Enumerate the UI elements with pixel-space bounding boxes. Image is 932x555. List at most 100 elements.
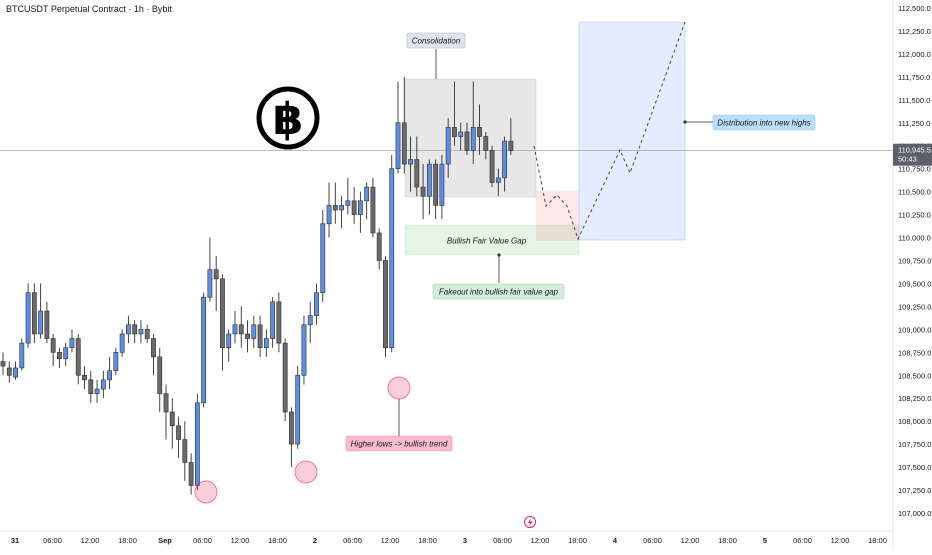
candle-18 [113, 352, 119, 371]
y-tick-label: 107,500.0 [898, 463, 931, 472]
distribution-pointer-dot [683, 120, 687, 124]
candle-54 [339, 205, 344, 211]
candle-50 [314, 292, 319, 316]
candle-15 [94, 388, 100, 394]
candle-48 [301, 324, 307, 376]
y-tick-label: 108,500.0 [898, 371, 931, 380]
distribution-label-bg [712, 114, 816, 131]
bitcoin-logo-ring [256, 86, 320, 150]
low-circle-2 [294, 460, 318, 484]
bitcoin-logo: ฿ [256, 86, 320, 150]
higher-lows-label-bg [345, 435, 453, 452]
candle-2 [13, 367, 18, 378]
candle-66 [414, 159, 420, 188]
y-tick-label: 112,500.0 [898, 4, 931, 13]
distribution-label: Distribution into new highs [717, 119, 810, 128]
x-tick-label: 06:00 [43, 536, 62, 545]
x-tick-label: 12:00 [231, 536, 250, 545]
y-tick-label: 109,750.0 [898, 257, 931, 266]
candle-40 [251, 324, 257, 339]
candle-61 [383, 260, 388, 349]
candle-1 [6, 367, 12, 376]
candle-55 [345, 200, 351, 206]
candle-12 [75, 338, 81, 376]
y-tick-label: 109,000.0 [898, 325, 931, 334]
candle-58 [364, 186, 370, 202]
x-tick-label: 12:00 [831, 536, 850, 545]
candle-62 [389, 168, 395, 349]
candle-80 [502, 140, 507, 179]
candle-25 [157, 356, 163, 394]
candle-11 [69, 338, 75, 349]
candle-16 [100, 379, 106, 390]
fakeout-zone-box [536, 191, 579, 241]
x-tick-label: 18:00 [418, 536, 437, 545]
candle-72 [452, 127, 457, 137]
candle-31 [194, 402, 200, 486]
y-tick-label: 108,750.0 [898, 348, 931, 357]
candle-49 [307, 315, 313, 326]
y-tick-label: 111,250.0 [898, 119, 930, 128]
candle-57 [357, 200, 363, 215]
candle-43 [270, 301, 276, 339]
candle-0 [0, 361, 6, 367]
candle-19 [119, 333, 125, 353]
lightning-icon [524, 516, 536, 528]
consolidation-label-bg [406, 32, 466, 49]
y-tick-label: 110,250.0 [898, 211, 931, 220]
y-tick-label: 111,750.0 [898, 73, 930, 82]
candle-69 [433, 163, 439, 206]
candle-5 [31, 292, 37, 335]
bar-countdown: 50:43 [898, 155, 917, 164]
chart-title: BTCUSDT Perpetual Contract · 1h · Bybit [4, 3, 174, 15]
x-tick-label: 18:00 [718, 536, 737, 545]
candle-4 [25, 292, 31, 344]
low-circle-3 [387, 376, 411, 400]
candle-30 [188, 462, 194, 486]
y-tick-label: 112,250.0 [898, 27, 931, 36]
higher-lows-label: Higher lows -> bullish trend [351, 440, 448, 449]
y-tick-label: 110,000.0 [898, 234, 931, 243]
candle-28 [176, 425, 181, 440]
x-tick-label: 2 [313, 536, 317, 545]
x-tick-label: 06:00 [343, 536, 362, 545]
y-tick-label: 110,500.0 [898, 188, 931, 197]
candle-38 [238, 324, 244, 335]
candle-24 [151, 338, 156, 358]
y-tick-label: 110,750.0 [898, 165, 931, 174]
candle-41 [257, 324, 263, 349]
candle-23 [144, 329, 150, 339]
target-box [578, 21, 686, 241]
candle-56 [351, 200, 357, 215]
candle-8 [50, 338, 56, 353]
candle-34 [213, 269, 219, 280]
candle-73 [458, 131, 464, 137]
x-tick-label: 12:00 [381, 536, 400, 545]
x-tick-label: 12:00 [531, 536, 550, 545]
x-tick-label: 12:00 [681, 536, 700, 545]
candle-26 [163, 393, 169, 413]
candle-67 [420, 186, 426, 197]
projection-path [533, 21, 686, 241]
candle-27 [169, 411, 175, 427]
consolidation-box [404, 78, 537, 198]
candle-81 [508, 140, 514, 151]
candle-63 [395, 122, 401, 169]
candle-32 [201, 296, 207, 404]
x-tick-label: 5 [763, 536, 767, 545]
x-tick-label: 31 [11, 536, 19, 545]
candle-78 [489, 150, 495, 183]
current-price-label: 110,945.5 [898, 146, 931, 155]
y-tick-label: 108,250.0 [898, 394, 931, 403]
candle-20 [126, 324, 131, 335]
y-tick-label: 107,250.0 [898, 486, 931, 495]
candle-14 [88, 379, 94, 394]
candle-9 [57, 352, 62, 360]
candle-59 [370, 186, 376, 234]
lightning-icon-bolt [528, 518, 533, 527]
x-tick-label: 06:00 [793, 536, 812, 545]
y-tick-label: 109,500.0 [898, 279, 931, 288]
x-tick-label: 06:00 [493, 536, 512, 545]
